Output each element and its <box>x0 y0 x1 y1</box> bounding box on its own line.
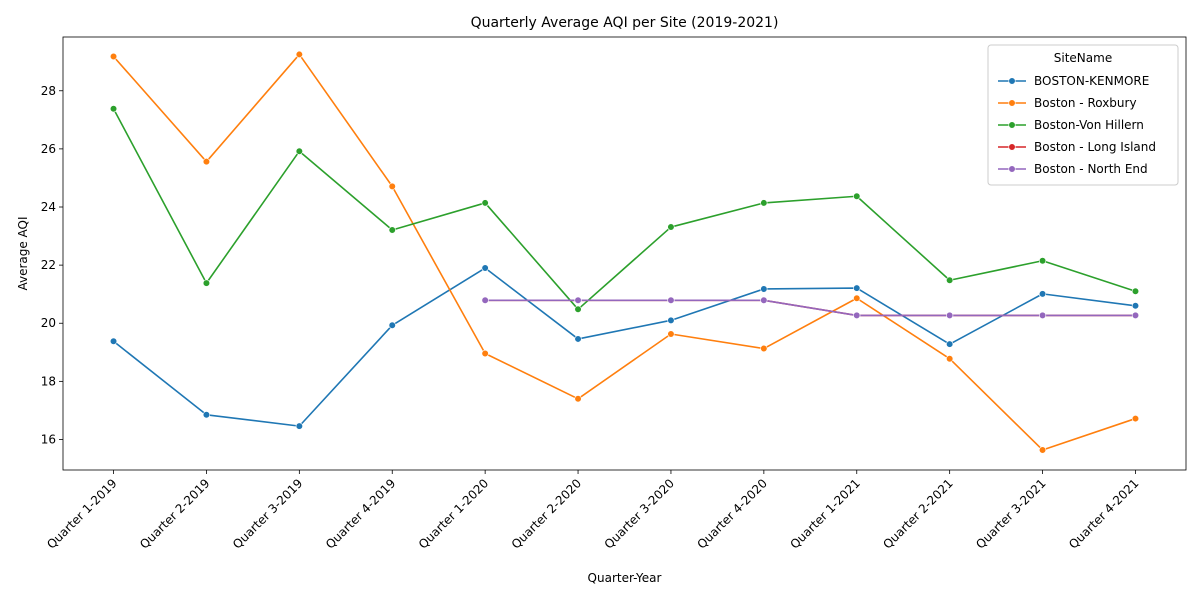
data-point <box>109 337 118 345</box>
data-point <box>667 223 675 231</box>
x-tick-label: Quarter 4-2021 <box>1066 476 1141 551</box>
data-point <box>109 52 118 61</box>
legend-entry: Boston - Long Island <box>1034 140 1156 154</box>
data-point <box>388 182 396 190</box>
data-point <box>853 284 861 292</box>
data-point <box>295 147 303 155</box>
data-point <box>481 264 489 272</box>
x-tick-label: Quarter 3-2021 <box>973 476 1048 551</box>
legend-marker <box>1008 77 1016 85</box>
data-point <box>1131 302 1140 310</box>
data-point <box>946 276 954 284</box>
legend-box <box>987 44 1179 186</box>
legend-entry: Boston - Roxbury <box>1034 96 1137 110</box>
y-tick-label: 26 <box>41 142 56 156</box>
x-tick-label: Quarter 2-2021 <box>880 476 955 551</box>
data-point <box>481 296 489 304</box>
legend-entry: Boston-Von Hillern <box>1034 118 1144 132</box>
x-tick-label: Quarter 1-2021 <box>787 476 862 551</box>
x-tick-label: Quarter 4-2019 <box>323 476 398 551</box>
legend-entry: BOSTON-KENMORE <box>1034 74 1149 88</box>
data-point <box>946 311 954 319</box>
data-point <box>574 296 582 304</box>
y-tick-label: 22 <box>41 258 56 272</box>
data-point <box>667 330 675 338</box>
y-tick-label: 16 <box>41 432 56 446</box>
series-0 <box>109 264 1140 430</box>
data-point <box>667 296 675 304</box>
x-tick-label: Quarter 1-2019 <box>44 476 119 551</box>
legend-title: SiteName <box>1054 51 1112 65</box>
plot-frame <box>62 36 1187 471</box>
y-tick-label: 20 <box>41 316 56 330</box>
data-point <box>853 192 861 200</box>
x-tick-label: Quarter 4-2020 <box>695 476 770 551</box>
data-point <box>295 50 303 59</box>
data-point <box>1038 311 1047 319</box>
series-line <box>112 108 1136 311</box>
data-point <box>1131 311 1140 319</box>
series-line <box>113 267 1136 427</box>
y-axis-label: Average AQI <box>16 216 30 290</box>
data-point <box>1131 287 1140 295</box>
y-tick-label: 18 <box>41 374 56 388</box>
data-point <box>760 296 768 304</box>
data-point <box>481 199 489 207</box>
series-line <box>112 53 1136 451</box>
x-tick-label: Quarter 2-2020 <box>509 476 584 551</box>
data-point <box>574 395 582 403</box>
data-point <box>760 344 768 353</box>
data-point <box>760 285 768 293</box>
data-point <box>853 294 861 302</box>
data-point <box>1038 446 1047 454</box>
data-point <box>574 305 582 313</box>
legend: SiteName BOSTON-KENMORE Boston - Roxbury Bo… <box>987 44 1179 186</box>
legend-marker <box>1008 165 1016 173</box>
data-point <box>202 158 211 166</box>
x-tick-label: Quarter 2-2019 <box>137 476 212 551</box>
data-point <box>1038 290 1047 298</box>
data-point <box>109 105 118 113</box>
data-point <box>388 321 396 329</box>
series-2 <box>109 105 1140 313</box>
data-point <box>202 411 211 419</box>
data-point <box>202 279 211 287</box>
legend-marker <box>1008 143 1016 151</box>
series-1 <box>109 50 1140 454</box>
data-point <box>295 422 303 430</box>
data-point <box>760 199 768 207</box>
series-line <box>485 299 1136 317</box>
legend-marker <box>1008 99 1016 107</box>
data-point <box>853 311 861 319</box>
data-point <box>388 226 396 234</box>
x-tick-label: Quarter 3-2020 <box>602 476 677 551</box>
data-point <box>946 340 954 348</box>
data-point <box>1038 257 1047 265</box>
data-point <box>667 316 675 324</box>
data-point <box>946 355 954 363</box>
legend-entry: Boston - North End <box>1034 162 1148 176</box>
chart-title: Quarterly Average AQI per Site (2019-202… <box>471 15 779 31</box>
x-tick-label: Quarter 1-2020 <box>416 476 491 551</box>
series-4 <box>481 296 1140 319</box>
x-tick-label: Quarter 3-2019 <box>230 476 305 551</box>
legend-marker <box>1008 121 1016 129</box>
data-point <box>1131 414 1140 423</box>
data-point <box>574 335 582 343</box>
y-tick-label: 28 <box>41 84 56 98</box>
y-tick-label: 24 <box>41 200 56 214</box>
x-axis-label: Quarter-Year <box>588 571 662 585</box>
data-point <box>481 349 489 358</box>
